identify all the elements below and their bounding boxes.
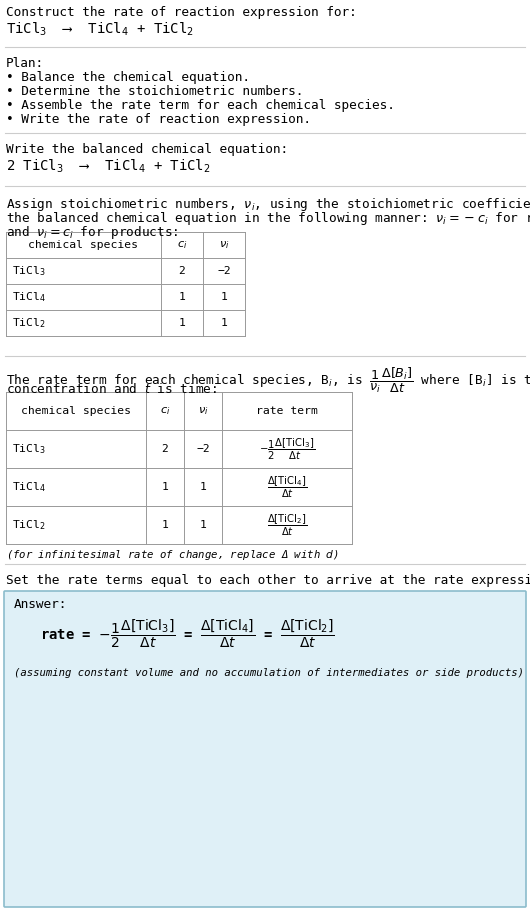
Text: • Write the rate of reaction expression.: • Write the rate of reaction expression. xyxy=(6,113,311,126)
Text: 1: 1 xyxy=(179,318,186,328)
Text: TiCl$_3$: TiCl$_3$ xyxy=(12,264,46,278)
Text: • Assemble the rate term for each chemical species.: • Assemble the rate term for each chemic… xyxy=(6,99,395,112)
Text: 1: 1 xyxy=(162,482,169,492)
Text: Write the balanced chemical equation:: Write the balanced chemical equation: xyxy=(6,143,288,156)
Text: The rate term for each chemical species, B$_i$, is $\dfrac{1}{\nu_i}\dfrac{\Delt: The rate term for each chemical species,… xyxy=(6,366,530,395)
FancyBboxPatch shape xyxy=(4,591,526,907)
Text: chemical species: chemical species xyxy=(21,406,131,416)
Text: 1: 1 xyxy=(220,318,227,328)
Text: 1: 1 xyxy=(220,292,227,302)
Text: 2: 2 xyxy=(162,444,169,454)
Text: $c_i$: $c_i$ xyxy=(160,405,170,417)
Text: Set the rate terms equal to each other to arrive at the rate expression:: Set the rate terms equal to each other t… xyxy=(6,574,530,587)
Text: • Determine the stoichiometric numbers.: • Determine the stoichiometric numbers. xyxy=(6,85,303,98)
Text: (assuming constant volume and no accumulation of intermediates or side products): (assuming constant volume and no accumul… xyxy=(14,668,524,678)
Text: TiCl$_4$: TiCl$_4$ xyxy=(12,480,46,494)
Text: $\dfrac{\Delta[\mathrm{TiCl}_4]}{\Delta t}$: $\dfrac{\Delta[\mathrm{TiCl}_4]}{\Delta … xyxy=(267,474,307,500)
Text: $\dfrac{\Delta[\mathrm{TiCl}_2]}{\Delta t}$: $\dfrac{\Delta[\mathrm{TiCl}_2]}{\Delta … xyxy=(267,512,307,538)
Text: 2 TiCl$_3$  ⟶  TiCl$_4$ + TiCl$_2$: 2 TiCl$_3$ ⟶ TiCl$_4$ + TiCl$_2$ xyxy=(6,158,210,176)
Text: $c_i$: $c_i$ xyxy=(177,239,187,251)
Text: rate = $-\dfrac{1}{2}\dfrac{\Delta[\mathrm{TiCl}_3]}{\Delta t}$ = $\dfrac{\Delta: rate = $-\dfrac{1}{2}\dfrac{\Delta[\math… xyxy=(40,618,335,651)
Text: Construct the rate of reaction expression for:: Construct the rate of reaction expressio… xyxy=(6,6,357,19)
Text: the balanced chemical equation in the following manner: $\nu_i = -c_i$ for react: the balanced chemical equation in the fo… xyxy=(6,210,530,227)
Text: TiCl$_4$: TiCl$_4$ xyxy=(12,290,46,304)
Text: TiCl$_2$: TiCl$_2$ xyxy=(12,316,46,330)
Text: Answer:: Answer: xyxy=(14,598,67,611)
Text: $\nu_i$: $\nu_i$ xyxy=(198,405,208,417)
Text: 1: 1 xyxy=(179,292,186,302)
Text: TiCl$_2$: TiCl$_2$ xyxy=(12,518,46,532)
Text: and $\nu_i = c_i$ for products:: and $\nu_i = c_i$ for products: xyxy=(6,224,179,241)
Text: (for infinitesimal rate of change, replace Δ with $d$): (for infinitesimal rate of change, repla… xyxy=(6,548,339,562)
Text: • Balance the chemical equation.: • Balance the chemical equation. xyxy=(6,71,250,84)
Text: TiCl$_3$  ⟶  TiCl$_4$ + TiCl$_2$: TiCl$_3$ ⟶ TiCl$_4$ + TiCl$_2$ xyxy=(6,21,194,38)
Text: $-\dfrac{1}{2}\dfrac{\Delta[\mathrm{TiCl}_3]}{\Delta t}$: $-\dfrac{1}{2}\dfrac{\Delta[\mathrm{TiCl… xyxy=(259,437,315,461)
Text: Assign stoichiometric numbers, $\nu_i$, using the stoichiometric coefficients, $: Assign stoichiometric numbers, $\nu_i$, … xyxy=(6,196,530,213)
Text: 2: 2 xyxy=(179,266,186,276)
Text: 1: 1 xyxy=(200,520,207,530)
Text: Plan:: Plan: xyxy=(6,57,44,70)
Text: concentration and $t$ is time:: concentration and $t$ is time: xyxy=(6,382,217,396)
Text: rate term: rate term xyxy=(256,406,318,416)
Text: TiCl$_3$: TiCl$_3$ xyxy=(12,442,46,456)
Text: −2: −2 xyxy=(217,266,231,276)
Text: $\nu_i$: $\nu_i$ xyxy=(219,239,229,251)
Text: 1: 1 xyxy=(162,520,169,530)
Text: 1: 1 xyxy=(200,482,207,492)
Text: chemical species: chemical species xyxy=(29,240,138,250)
Text: −2: −2 xyxy=(196,444,210,454)
